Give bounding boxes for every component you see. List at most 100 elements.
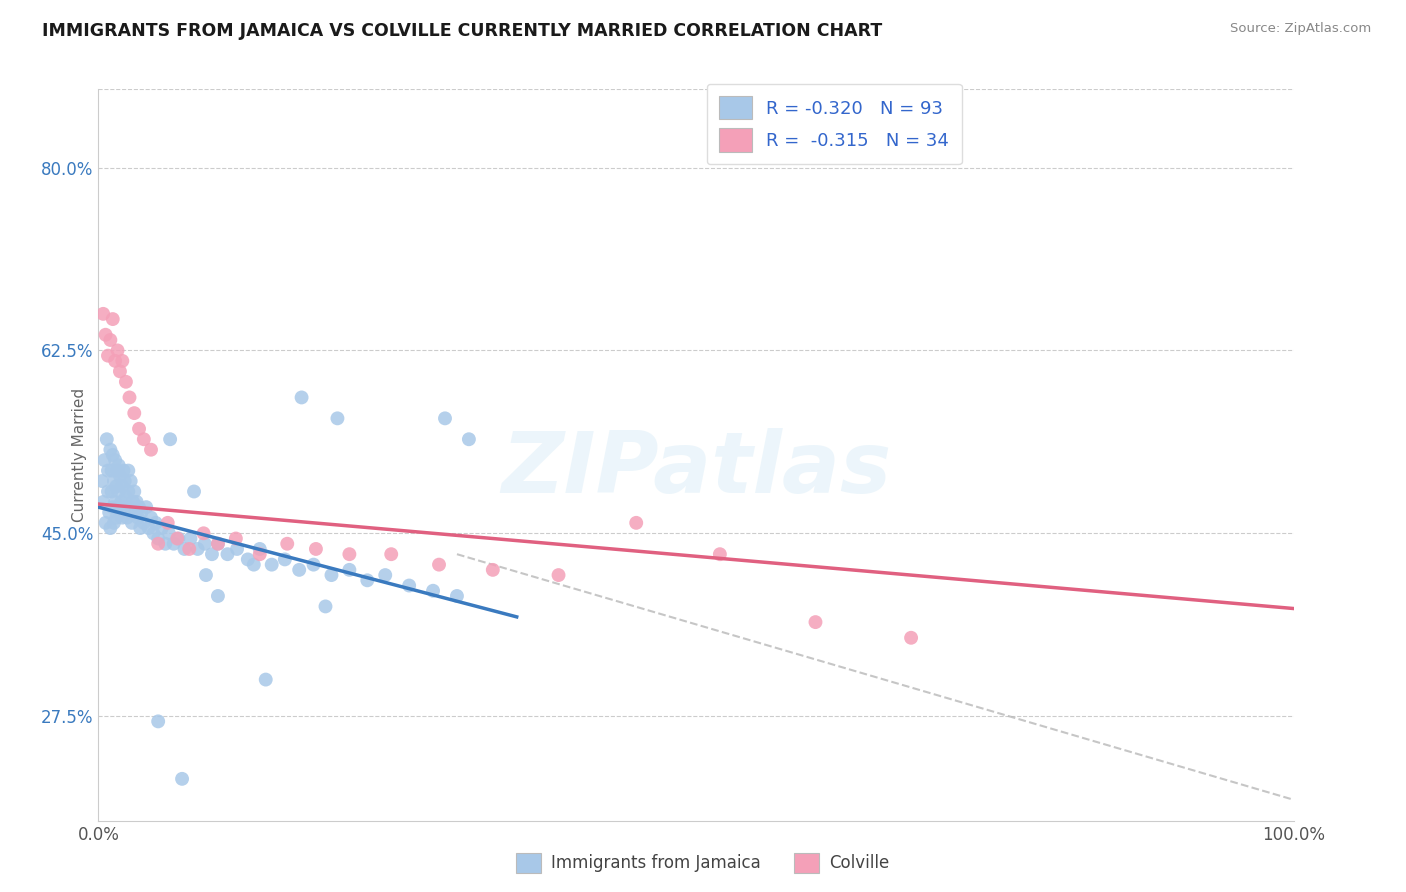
Point (104, 453, 127, 467)
Point (207, 537, 229, 551)
Point (108, 468, 131, 483)
Point (111, 354, 134, 368)
Point (111, 510, 134, 524)
Point (195, 568, 218, 582)
Point (93, 453, 115, 467)
Point (118, 391, 141, 405)
Point (91, 474, 114, 488)
Point (96, 432, 118, 446)
Point (156, 516, 179, 530)
Point (117, 464, 139, 478)
Point (145, 516, 167, 530)
Point (103, 516, 125, 530)
Point (155, 537, 177, 551)
Point (98, 333, 122, 347)
Point (434, 411, 457, 425)
Point (260, 558, 283, 572)
Point (114, 500, 136, 515)
Point (422, 583, 444, 598)
Legend: R = -0.320   N = 93, R =  -0.315   N = 34: R = -0.320 N = 93, R = -0.315 N = 34 (707, 84, 962, 164)
Y-axis label: Currently Married: Currently Married (72, 388, 87, 522)
Point (114, 474, 136, 488)
Point (94, 327, 117, 342)
Point (274, 552, 297, 566)
Point (124, 406, 146, 420)
Point (194, 537, 217, 551)
Point (217, 547, 239, 561)
Point (91, 495, 114, 509)
Point (804, 615, 827, 629)
Point (207, 537, 229, 551)
Point (107, 484, 129, 499)
Point (128, 500, 150, 515)
Point (148, 714, 170, 729)
Point (142, 526, 165, 541)
Point (167, 532, 190, 546)
Point (356, 574, 378, 588)
Point (101, 312, 124, 326)
Point (236, 552, 259, 566)
Point (626, 516, 648, 530)
Point (179, 532, 201, 546)
Point (159, 432, 181, 446)
Point (117, 484, 139, 499)
Point (132, 432, 155, 446)
Point (108, 364, 131, 378)
Point (547, 568, 569, 582)
Point (225, 532, 247, 546)
Point (166, 532, 188, 546)
Point (243, 558, 266, 572)
Point (91, 307, 114, 321)
Point (107, 458, 129, 473)
Point (201, 547, 224, 561)
Point (128, 422, 150, 436)
Point (163, 537, 186, 551)
Point (173, 541, 195, 556)
Point (187, 541, 209, 556)
Point (129, 521, 152, 535)
Point (98, 505, 121, 519)
Point (127, 510, 149, 524)
Point (110, 495, 132, 509)
Point (125, 495, 148, 509)
Point (107, 464, 129, 478)
Point (150, 521, 173, 535)
Point (139, 442, 162, 457)
Point (98, 442, 122, 457)
Point (226, 541, 249, 556)
Point (207, 589, 229, 603)
Point (302, 558, 325, 572)
Point (121, 516, 143, 530)
Point (148, 537, 170, 551)
Point (481, 563, 505, 577)
Point (118, 500, 141, 515)
Point (112, 464, 135, 478)
Point (427, 558, 450, 572)
Point (709, 547, 731, 561)
Point (900, 631, 922, 645)
Point (97, 464, 120, 478)
Point (94, 516, 117, 530)
Point (172, 772, 194, 786)
Point (100, 484, 122, 499)
Legend: Immigrants from Jamaica, Colville: Immigrants from Jamaica, Colville (509, 847, 897, 880)
Point (339, 547, 361, 561)
Point (183, 484, 205, 499)
Point (315, 599, 337, 614)
Point (135, 500, 157, 515)
Point (122, 495, 145, 509)
Point (101, 448, 124, 462)
Point (249, 541, 271, 556)
Point (124, 505, 146, 519)
Point (104, 495, 127, 509)
Point (115, 490, 138, 504)
Point (108, 505, 131, 519)
Point (276, 537, 298, 551)
Point (138, 521, 160, 535)
Point (380, 547, 402, 561)
Point (104, 354, 127, 368)
Point (131, 505, 153, 519)
Text: IMMIGRANTS FROM JAMAICA VS COLVILLE CURRENTLY MARRIED CORRELATION CHART: IMMIGRANTS FROM JAMAICA VS COLVILLE CURR… (42, 22, 883, 40)
Point (107, 343, 129, 358)
Point (374, 568, 396, 582)
